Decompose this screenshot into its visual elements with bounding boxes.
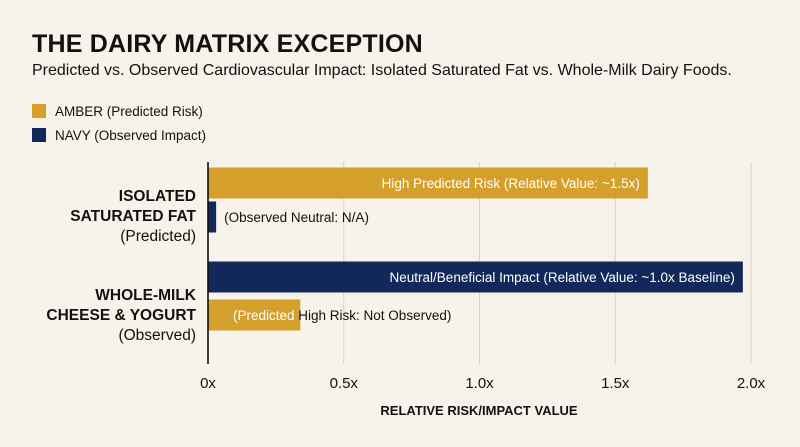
category-label: SATURATED FAT	[70, 208, 196, 225]
bar	[208, 299, 301, 331]
bar-data-label: Neutral/Beneficial Impact (Relative Valu…	[390, 270, 735, 285]
legend-item-navy: NAVY (Observed Impact)	[32, 123, 206, 147]
bar	[208, 167, 648, 199]
chart-title: THE DAIRY MATRIX EXCEPTION	[32, 30, 423, 58]
x-axis-title: RELATIVE RISK/IMPACT VALUE	[380, 403, 578, 418]
legend-swatch-amber	[32, 104, 46, 118]
legend: AMBER (Predicted Risk) NAVY (Observed Im…	[32, 99, 206, 147]
bar	[208, 201, 217, 233]
category-label: WHOLE-MILK	[95, 287, 197, 304]
legend-label-navy: NAVY (Observed Impact)	[55, 127, 207, 143]
tick-label: 2.0x	[737, 375, 766, 392]
bar-data-label-part: High Risk: Not Observed)	[298, 308, 451, 323]
legend-label-amber: AMBER (Predicted Risk)	[55, 103, 203, 119]
tick-label: 1.5x	[601, 375, 630, 392]
tick-label: 0.5x	[330, 375, 359, 392]
bar-data-label: (Observed Neutral: N/A)	[224, 210, 369, 225]
bar-data-label-part: (Predicted	[233, 308, 298, 323]
category-label: CHEESE & YOGURT	[46, 307, 196, 324]
category-sublabel: (Predicted)	[120, 228, 196, 245]
legend-swatch-navy	[32, 128, 46, 142]
bar-data-label: (Predicted High Risk: Not Observed)	[233, 308, 451, 323]
tick-label: 1.0x	[465, 375, 494, 392]
bar	[208, 261, 743, 293]
bar-data-label: High Predicted Risk (Relative Value: ~1.…	[382, 176, 640, 191]
category-label: ISOLATED	[119, 188, 196, 205]
chart-subtitle: Predicted vs. Observed Cardiovascular Im…	[32, 62, 732, 79]
tick-label: 0x	[200, 375, 216, 392]
legend-item-amber: AMBER (Predicted Risk)	[32, 99, 206, 123]
category-sublabel: (Observed)	[118, 327, 196, 344]
